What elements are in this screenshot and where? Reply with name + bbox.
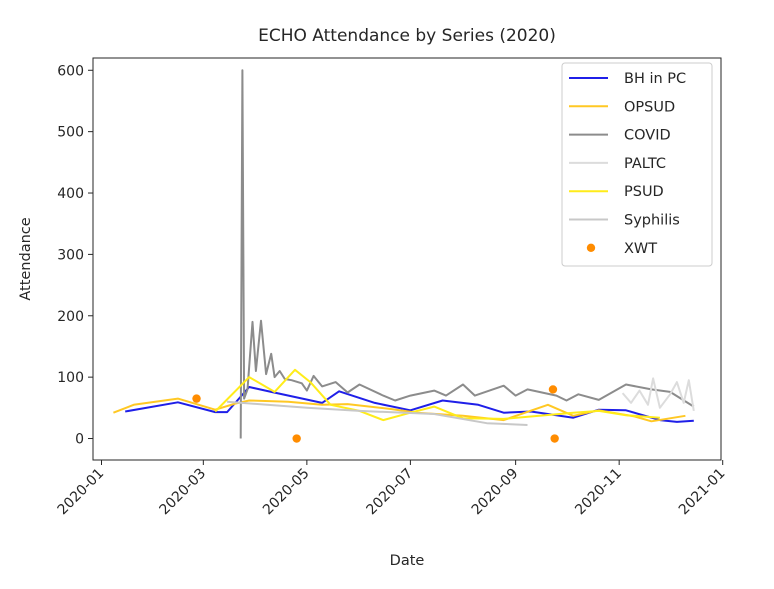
legend-label-opsud: OPSUD (624, 99, 675, 115)
point-xwt-3 (550, 434, 559, 443)
legend-box (561, 62, 713, 267)
point-xwt-0 (192, 394, 201, 403)
series-xwt (192, 385, 559, 443)
x-axis-label: Date (390, 553, 425, 569)
y-axis-label: Attendance (18, 217, 34, 300)
chart-title: ECHO Attendance by Series (2020) (258, 26, 556, 46)
series-line-syphilis (227, 400, 528, 426)
y-tick-label: 500 (57, 125, 84, 141)
plot-frame (92, 57, 722, 461)
y-tick-label: 100 (57, 370, 84, 386)
y-tick-label: 400 (57, 186, 84, 202)
legend-label-xwt: XWT (624, 241, 657, 257)
point-xwt-1 (292, 434, 301, 443)
legend-marker-xwt (586, 243, 596, 252)
legend: BH in PC OPSUD COVID PALTC PSUD Syphilis XWT (561, 62, 713, 267)
y-tick-label: 600 (57, 63, 84, 79)
point-xwt-2 (548, 385, 558, 394)
legend-label-syphilis: Syphilis (624, 213, 680, 229)
series-line-bh-in-pc (125, 386, 694, 423)
legend-label-psud: PSUD (624, 184, 664, 200)
y-tick-label: 300 (57, 247, 84, 263)
series-line-covid (239, 69, 695, 439)
series-layer (113, 69, 695, 443)
legend-label-paltc: PALTC (624, 156, 666, 172)
series-line-paltc (621, 377, 695, 412)
legend-label-covid: COVID (624, 128, 671, 144)
y-tick-label: 200 (57, 309, 84, 325)
legend-label-bh-in-pc: BH in PC (624, 71, 686, 87)
y-axis: 0 100 200 300 400 500 600 (57, 63, 93, 448)
y-tick-label: 0 (75, 432, 84, 448)
